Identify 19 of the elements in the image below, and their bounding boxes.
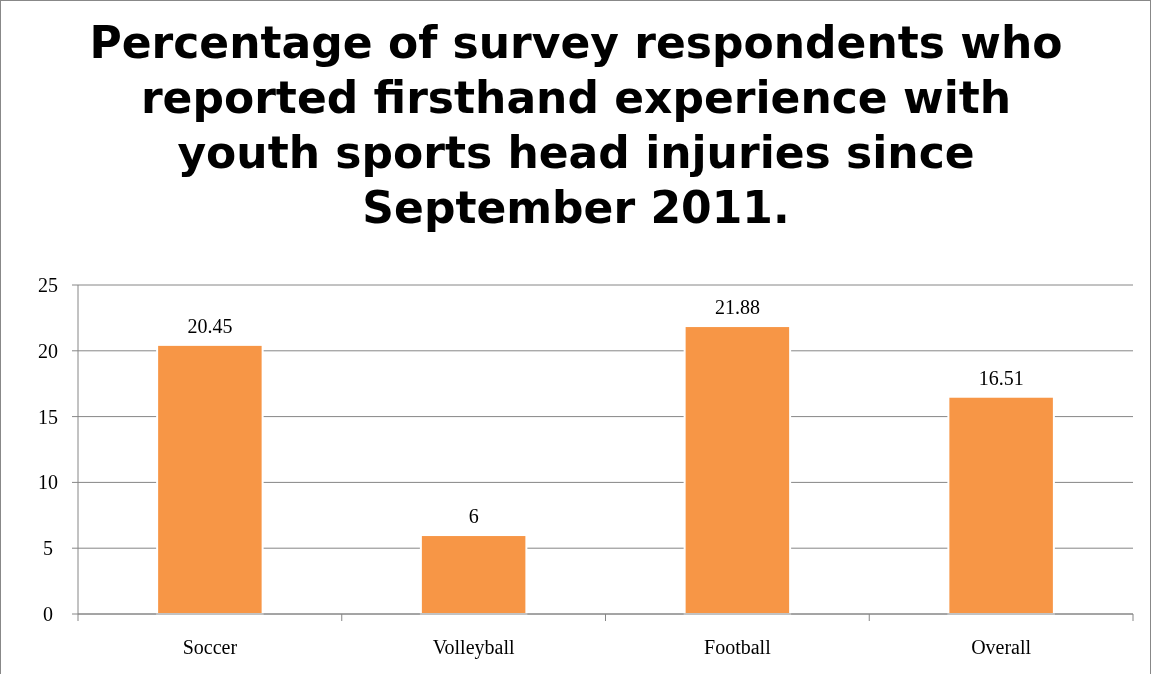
bar xyxy=(683,325,792,615)
chart-title: Percentage of survey respondents who reported firsthand experience with youth sports head injuries since September 2011. xyxy=(89,17,1063,233)
bar xyxy=(947,395,1055,615)
data-label: 6 xyxy=(468,505,479,528)
y-tick-label: 10 xyxy=(38,471,58,494)
y-tick-label: 15 xyxy=(38,405,58,428)
data-label: 21.88 xyxy=(714,296,760,319)
x-tick-label: Soccer xyxy=(182,636,238,658)
y-tick-label: 20 xyxy=(38,339,58,362)
x-tick-label: Football xyxy=(704,636,772,658)
y-tick-label: 5 xyxy=(43,537,53,560)
y-tick-label: 25 xyxy=(38,274,58,296)
bar xyxy=(419,534,528,615)
data-label: 16.51 xyxy=(978,366,1024,389)
x-tick-label: Volleyball xyxy=(432,636,515,659)
y-tick-label: 0 xyxy=(43,603,53,625)
bar xyxy=(156,343,264,615)
x-tick-label: Overall xyxy=(971,636,1032,658)
data-label: 20.45 xyxy=(187,314,233,337)
